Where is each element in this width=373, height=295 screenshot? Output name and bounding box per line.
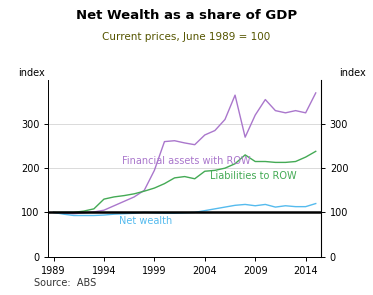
Text: Financial assets with ROW: Financial assets with ROW: [122, 156, 251, 166]
Text: Source:  ABS: Source: ABS: [34, 278, 96, 288]
Text: index: index: [18, 68, 45, 78]
Text: index: index: [339, 68, 366, 78]
Text: Net Wealth as a share of GDP: Net Wealth as a share of GDP: [76, 9, 297, 22]
Text: Net wealth: Net wealth: [119, 216, 172, 226]
Text: Liabilities to ROW: Liabilities to ROW: [210, 171, 297, 181]
Text: Current prices, June 1989 = 100: Current prices, June 1989 = 100: [102, 32, 271, 42]
